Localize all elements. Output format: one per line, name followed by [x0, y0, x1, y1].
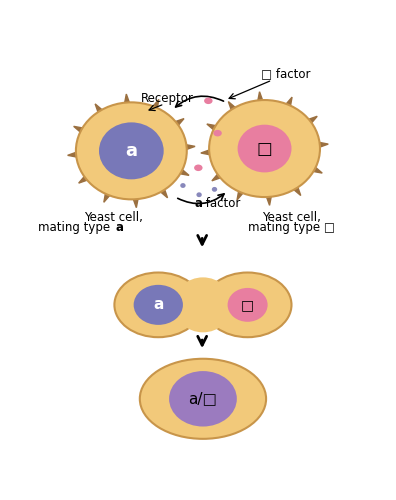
Polygon shape — [294, 187, 301, 196]
Polygon shape — [79, 176, 87, 183]
Text: Receptor: Receptor — [141, 92, 194, 105]
Ellipse shape — [140, 359, 266, 439]
Ellipse shape — [238, 124, 291, 172]
Polygon shape — [228, 102, 235, 110]
Ellipse shape — [180, 183, 186, 188]
Ellipse shape — [212, 187, 217, 192]
Polygon shape — [237, 192, 243, 200]
Polygon shape — [68, 152, 76, 157]
Text: □: □ — [241, 298, 254, 312]
Text: Yeast cell,: Yeast cell, — [84, 212, 143, 224]
Ellipse shape — [134, 285, 183, 325]
Polygon shape — [201, 150, 209, 154]
Polygon shape — [133, 199, 138, 207]
Polygon shape — [181, 170, 189, 175]
Text: mating type: mating type — [38, 220, 114, 234]
Text: a: a — [126, 142, 137, 160]
Polygon shape — [153, 100, 159, 108]
Text: a: a — [115, 220, 123, 234]
Polygon shape — [74, 126, 82, 132]
Text: □ factor: □ factor — [261, 68, 310, 80]
Polygon shape — [125, 94, 129, 102]
Text: factor: factor — [202, 196, 240, 209]
Ellipse shape — [204, 98, 213, 104]
Polygon shape — [309, 116, 317, 123]
Text: □: □ — [257, 140, 272, 158]
Polygon shape — [267, 196, 271, 205]
Ellipse shape — [204, 272, 291, 337]
Text: Yeast cell,: Yeast cell, — [262, 212, 321, 224]
Polygon shape — [104, 194, 110, 202]
Ellipse shape — [228, 288, 268, 322]
Polygon shape — [286, 97, 292, 106]
Ellipse shape — [209, 100, 320, 197]
Ellipse shape — [174, 278, 232, 332]
Polygon shape — [258, 92, 263, 100]
Polygon shape — [187, 145, 195, 150]
Ellipse shape — [114, 272, 202, 337]
Ellipse shape — [194, 164, 203, 171]
Text: a: a — [194, 196, 202, 209]
Ellipse shape — [76, 102, 187, 200]
Polygon shape — [320, 142, 328, 147]
Text: a: a — [153, 298, 164, 312]
Ellipse shape — [213, 130, 222, 136]
Ellipse shape — [169, 371, 237, 426]
Polygon shape — [161, 190, 168, 198]
Polygon shape — [212, 174, 220, 181]
Ellipse shape — [99, 122, 164, 180]
Polygon shape — [95, 104, 102, 112]
Text: mating type □: mating type □ — [248, 220, 335, 234]
Polygon shape — [176, 118, 184, 126]
Polygon shape — [207, 124, 215, 130]
Polygon shape — [314, 168, 322, 173]
Ellipse shape — [196, 192, 202, 197]
Text: a/□: a/□ — [188, 392, 217, 406]
